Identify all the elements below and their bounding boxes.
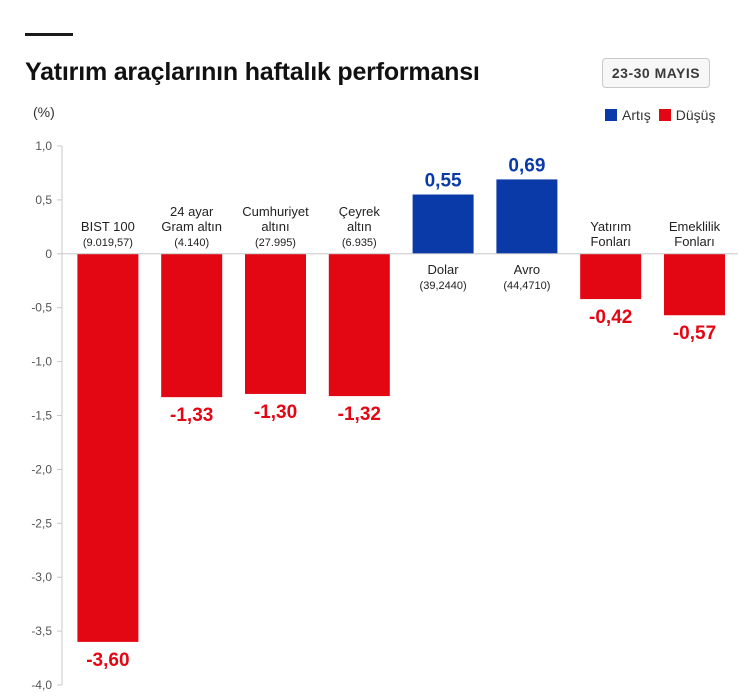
y-axis-unit-label: (%) bbox=[33, 104, 55, 120]
category-label: Çeyrek bbox=[339, 204, 381, 219]
legend-item-decrease: Düşüş bbox=[658, 107, 716, 123]
y-tick-label: -0,5 bbox=[31, 301, 52, 315]
legend-item-increase: Artış bbox=[605, 107, 651, 123]
bar-value-label: -0,42 bbox=[589, 307, 632, 328]
date-range-badge: 23-30 MAYIS bbox=[602, 58, 710, 88]
category-price-label: (4.140) bbox=[174, 237, 209, 249]
bar bbox=[161, 253, 223, 398]
category-label: Avro bbox=[514, 262, 541, 277]
y-tick-label: -1,5 bbox=[31, 409, 52, 423]
bar bbox=[328, 253, 390, 397]
y-tick-label: -3,5 bbox=[31, 624, 52, 638]
category-label: Fonları bbox=[674, 234, 714, 249]
category-label: BIST 100 bbox=[81, 219, 135, 234]
category-label: Yatırım bbox=[590, 219, 631, 234]
bar-value-label: -3,60 bbox=[86, 650, 129, 671]
category-label: altını bbox=[261, 219, 289, 234]
legend-label-decrease: Düşüş bbox=[675, 107, 716, 123]
y-tick-label: -2,0 bbox=[31, 462, 52, 476]
y-tick-label: 0 bbox=[45, 247, 52, 261]
legend-swatch-increase bbox=[605, 109, 617, 121]
bar bbox=[580, 253, 642, 300]
category-label: Gram altın bbox=[161, 219, 222, 234]
category-label: 24 ayar bbox=[170, 204, 214, 219]
chart-title: Yatırım araçlarının haftalık performansı bbox=[25, 58, 480, 86]
category-price-label: (27.995) bbox=[255, 237, 296, 249]
category-label: Dolar bbox=[428, 262, 460, 277]
header-rule bbox=[25, 33, 73, 36]
bar-value-label: 0,55 bbox=[425, 171, 462, 192]
bar-value-label: 0,69 bbox=[508, 155, 545, 176]
legend: Artış Düşüş bbox=[605, 107, 723, 123]
category-label: altın bbox=[347, 219, 372, 234]
category-price-label: (6.935) bbox=[342, 237, 377, 249]
category-label: Emeklilik bbox=[669, 219, 721, 234]
y-tick-label: -1,0 bbox=[31, 355, 52, 369]
y-tick-label: 0,5 bbox=[35, 193, 52, 207]
category-price-label: (9.019,57) bbox=[83, 237, 133, 249]
y-tick-label: 1,0 bbox=[35, 139, 52, 153]
category-price-label: (39,2440) bbox=[420, 280, 467, 292]
bar-value-label: -1,30 bbox=[254, 402, 297, 423]
legend-swatch-decrease bbox=[658, 109, 671, 121]
category-label: Fonları bbox=[590, 234, 630, 249]
bar-value-label: -0,57 bbox=[673, 323, 716, 344]
bar-value-label: -1,33 bbox=[170, 405, 213, 426]
bar bbox=[77, 253, 139, 642]
y-tick-label: -2,5 bbox=[31, 516, 52, 530]
category-label: Cumhuriyet bbox=[242, 204, 309, 219]
bar bbox=[496, 179, 558, 254]
bar bbox=[412, 194, 474, 254]
legend-label-increase: Artış bbox=[622, 107, 651, 123]
bar bbox=[664, 253, 725, 316]
bar-value-label: -1,32 bbox=[338, 404, 381, 425]
y-tick-label: -4,0 bbox=[31, 678, 52, 692]
bar bbox=[245, 253, 306, 394]
category-price-label: (44,4710) bbox=[503, 280, 550, 292]
y-tick-label: -3,0 bbox=[31, 570, 52, 584]
